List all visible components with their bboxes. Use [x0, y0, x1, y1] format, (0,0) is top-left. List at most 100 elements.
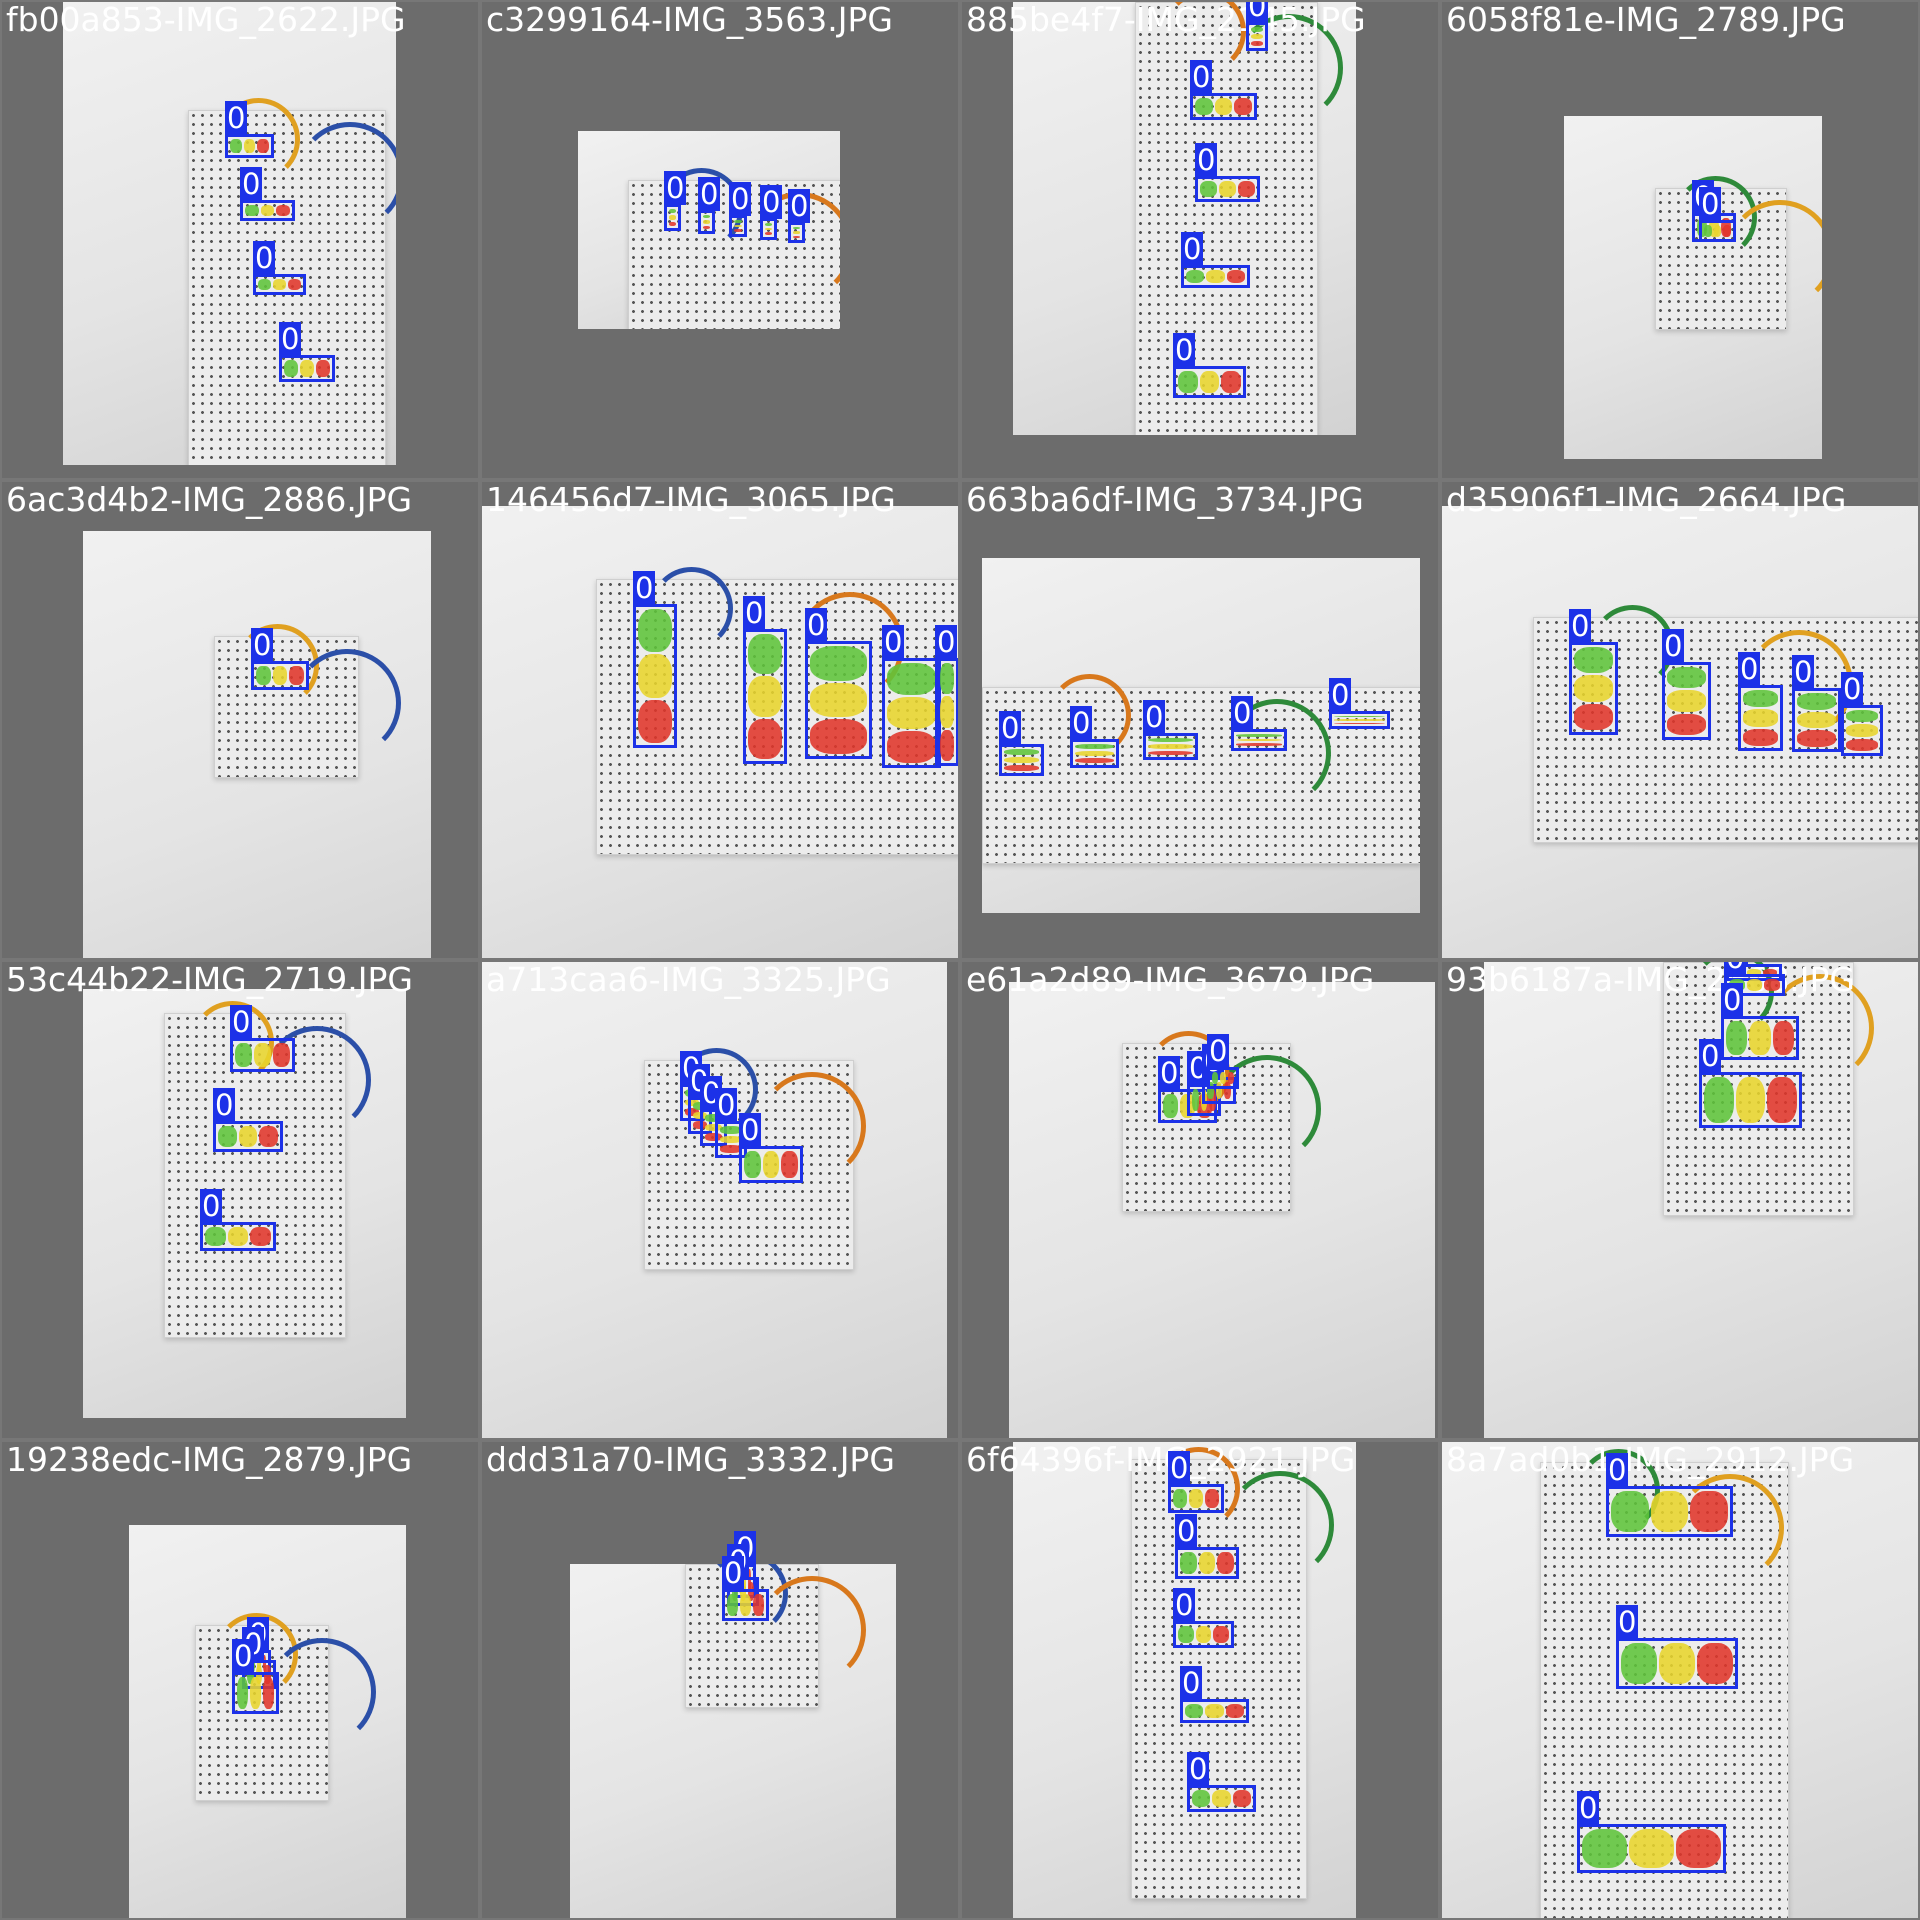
detection-box: 0: [1616, 1605, 1738, 1689]
jumper-wire: [1577, 1449, 1660, 1532]
class-label: 0: [1841, 672, 1864, 706]
jumper-wire: [268, 1638, 376, 1746]
led: [748, 676, 782, 717]
traffic-light-leds: [1743, 690, 1778, 746]
led: [1772, 1021, 1794, 1055]
class-label: 0: [1231, 696, 1254, 730]
traffic-light-leds: [720, 1126, 742, 1154]
led: [1236, 743, 1282, 747]
led: [1180, 1552, 1197, 1574]
led: [1224, 1082, 1232, 1099]
class-label: 0: [251, 628, 274, 662]
led: [793, 227, 800, 230]
led: [230, 139, 242, 153]
led: [887, 731, 936, 763]
photo: [1484, 962, 1918, 1438]
led: [1205, 1704, 1224, 1718]
image-filename-label: 19238edc-IMG_2879.JPG: [6, 1442, 413, 1479]
led: [1334, 719, 1385, 721]
photo: [482, 962, 947, 1438]
jumper-wire: [675, 1048, 758, 1131]
class-label: 0: [1158, 1056, 1181, 1090]
led: [705, 1123, 722, 1132]
image-tile: 8a7ad0b1-IMG_2912.JPG 0 0 0: [1442, 1442, 1918, 1918]
led: [257, 139, 270, 153]
led: [720, 1145, 742, 1154]
led: [1221, 371, 1242, 393]
jumper-wire: [296, 122, 396, 230]
traffic-light-leds: [1797, 693, 1836, 748]
led: [1220, 1072, 1226, 1084]
detection-box: 0: [633, 571, 677, 748]
led: [705, 1114, 722, 1122]
detection-box: 0: [253, 241, 306, 295]
jumper-wire: [650, 567, 733, 650]
led: [1704, 1077, 1734, 1123]
traffic-light-leds: [1195, 98, 1253, 115]
led: [669, 215, 676, 220]
image-filename-label: 663ba6df-IMG_3734.JPG: [966, 482, 1364, 519]
led: [276, 205, 291, 216]
traffic-light-leds: [235, 1043, 290, 1067]
detection-box: 0: [935, 625, 958, 766]
jumper-wire: [1213, 1055, 1321, 1163]
jumper-wire: [1223, 699, 1331, 807]
traffic-light-leds: [205, 1227, 272, 1246]
traffic-light-leds: [258, 279, 301, 290]
detection-box: 0: [240, 167, 295, 221]
traffic-light-leds: [1180, 1552, 1235, 1574]
image-filename-label: 6ac3d4b2-IMG_2886.JPG: [6, 482, 413, 519]
led: [1205, 1489, 1219, 1508]
detection-box: 0: [760, 185, 783, 240]
photo: [83, 531, 431, 958]
traffic-light-leds: [1212, 1072, 1234, 1084]
traffic-light-leds: [1704, 1077, 1798, 1123]
image-filename-label: 53c44b22-IMG_2719.JPG: [6, 962, 413, 999]
class-label: 0: [1207, 1034, 1230, 1068]
jumper-wire: [1691, 962, 1774, 1033]
led: [1767, 1077, 1798, 1123]
led: [300, 360, 314, 377]
image-filename-label: 6058f81e-IMG_2789.JPG: [1446, 2, 1846, 39]
led: [1334, 716, 1385, 718]
traffic-light-leds: [734, 220, 742, 233]
led: [810, 719, 867, 755]
detection-box: 0: [1841, 672, 1883, 756]
led: [1582, 1829, 1627, 1868]
traffic-light-leds: [727, 1594, 764, 1616]
led: [734, 220, 742, 223]
traffic-light-leds: [1574, 647, 1613, 730]
led: [781, 1151, 799, 1178]
led: [765, 227, 772, 231]
led: [1195, 1626, 1212, 1643]
led: [1797, 711, 1836, 729]
led: [793, 235, 800, 238]
traffic-light-leds: [284, 360, 330, 377]
traffic-light-leds: [1334, 716, 1385, 724]
jumper-wire: [1226, 1471, 1334, 1579]
detection-box: 0: [1180, 1666, 1249, 1723]
traffic-light-leds: [1148, 738, 1193, 755]
led: [273, 279, 286, 290]
detection-box: 0: [1195, 143, 1260, 202]
detection-box: 0: [1181, 232, 1250, 288]
led: [1212, 1790, 1231, 1807]
led: [1251, 41, 1263, 46]
image-filename-label: 885be4f7-IMG_2145.JPG: [966, 2, 1366, 39]
led: [1743, 709, 1778, 727]
led: [703, 220, 710, 224]
led: [1764, 979, 1781, 991]
led: [1186, 270, 1205, 283]
led: [1667, 690, 1706, 712]
detection-box: 0: [788, 189, 811, 243]
class-label: 0: [1143, 700, 1166, 734]
led: [1195, 98, 1213, 115]
detection-box: 0: [729, 182, 752, 237]
traffic-light-leds: [638, 609, 672, 743]
led: [1178, 1626, 1194, 1643]
led: [734, 229, 742, 233]
led: [254, 1043, 271, 1067]
class-label: 0: [805, 608, 828, 642]
